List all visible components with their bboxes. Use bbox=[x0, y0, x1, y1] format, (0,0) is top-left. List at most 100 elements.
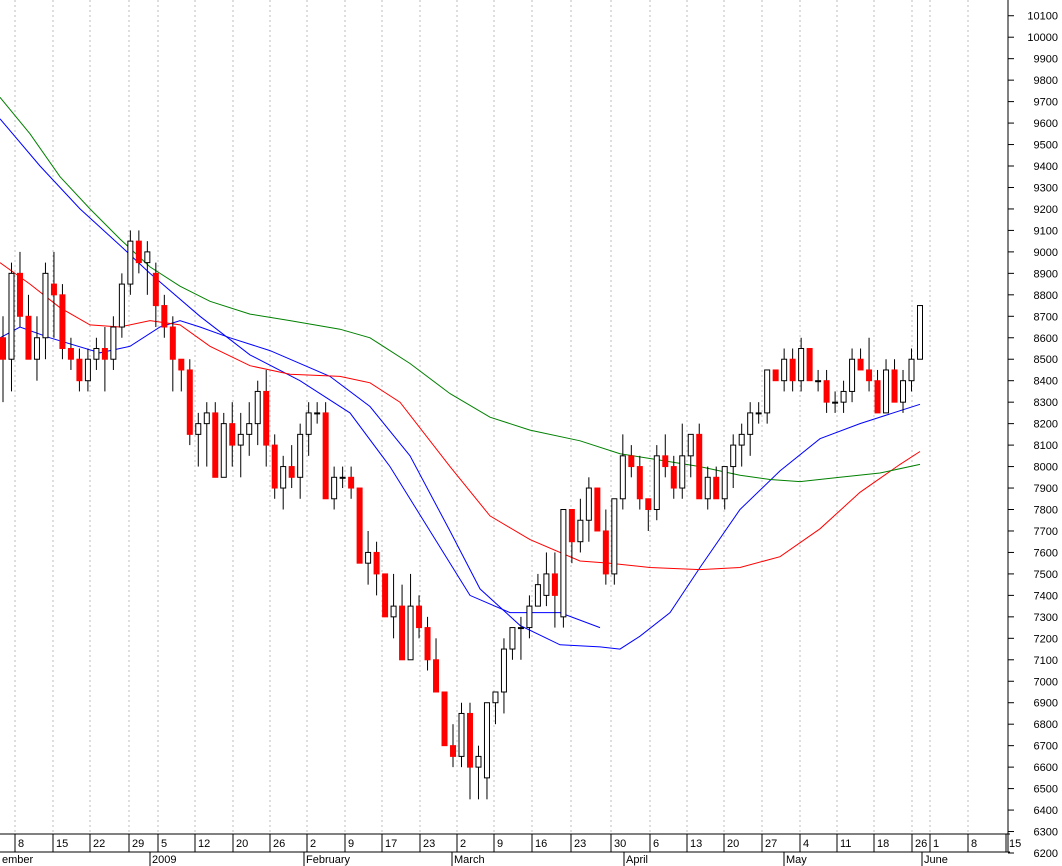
candle bbox=[178, 358, 185, 392]
candle-body-up bbox=[110, 326, 117, 360]
candle bbox=[696, 423, 703, 500]
candle-body-up bbox=[747, 412, 754, 435]
candle-body-down bbox=[772, 369, 779, 382]
candle-body-up bbox=[849, 358, 856, 392]
month-label: March bbox=[454, 854, 485, 866]
candle bbox=[653, 445, 660, 521]
candle bbox=[857, 348, 864, 371]
candle-body-down bbox=[161, 305, 168, 328]
candle bbox=[33, 316, 40, 381]
candle-body-up bbox=[653, 455, 660, 511]
candle-body-up bbox=[815, 380, 822, 383]
candle-body-down bbox=[874, 380, 881, 414]
candle-body-down bbox=[466, 712, 473, 768]
candle-body-up bbox=[93, 347, 100, 360]
candle-body-down bbox=[399, 605, 406, 661]
candle bbox=[883, 359, 890, 414]
candle bbox=[348, 466, 355, 499]
candle-body-up bbox=[297, 433, 304, 478]
candle-body-down bbox=[891, 369, 898, 403]
candle bbox=[271, 434, 278, 499]
candle-body-down bbox=[373, 551, 380, 575]
candle bbox=[645, 498, 652, 531]
candle-body-down bbox=[628, 455, 635, 468]
x-tick-label: 29 bbox=[132, 838, 144, 850]
candle-body-up bbox=[118, 283, 125, 328]
candle bbox=[772, 369, 779, 382]
candle-body-up bbox=[331, 476, 338, 500]
month-label: June bbox=[924, 854, 948, 866]
candle-body-up bbox=[407, 605, 414, 661]
candle bbox=[900, 369, 907, 413]
candle bbox=[602, 509, 609, 585]
candle-body-up bbox=[832, 401, 839, 404]
moving-average-line bbox=[0, 118, 601, 629]
moving-average-line bbox=[0, 96, 921, 483]
candle bbox=[441, 691, 448, 747]
candle-body-up bbox=[220, 423, 227, 478]
y-tick-label: 9200 bbox=[1034, 204, 1058, 216]
candle bbox=[8, 262, 15, 392]
y-tick-label: 7800 bbox=[1034, 505, 1058, 517]
x-tick-label: 23 bbox=[574, 838, 586, 850]
candle-body-down bbox=[101, 347, 108, 360]
candle-body-down bbox=[602, 530, 609, 575]
y-tick-label: 6400 bbox=[1034, 805, 1058, 817]
candle-body-down bbox=[857, 358, 864, 371]
candle-body-up bbox=[611, 498, 618, 575]
y-tick-label: 9600 bbox=[1034, 118, 1058, 130]
candle bbox=[373, 541, 380, 596]
y-tick-label: 6500 bbox=[1034, 784, 1058, 796]
candle-body-down bbox=[212, 412, 219, 478]
month-label: February bbox=[306, 854, 351, 866]
candle bbox=[568, 509, 575, 564]
y-tick-label: 10000 bbox=[1027, 32, 1058, 44]
candle-body-down bbox=[76, 358, 83, 382]
candle-body-down bbox=[433, 659, 440, 693]
x-tick-label: 30 bbox=[614, 838, 626, 850]
candle bbox=[280, 455, 287, 510]
candle bbox=[679, 423, 686, 499]
candle-body-down bbox=[594, 487, 601, 532]
candle bbox=[534, 573, 541, 607]
x-tick-label: 23 bbox=[423, 838, 435, 850]
x-tick-label: 9 bbox=[348, 838, 354, 850]
candle-body-up bbox=[738, 433, 745, 446]
x-tick-label: 15 bbox=[1009, 838, 1021, 850]
y-tick-label: 8200 bbox=[1034, 419, 1058, 431]
y-tick-label: 7700 bbox=[1034, 526, 1058, 538]
candle bbox=[339, 466, 346, 489]
candle-body-up bbox=[314, 412, 321, 415]
candle bbox=[806, 347, 813, 382]
candle-body-up bbox=[365, 551, 372, 564]
candle-body-down bbox=[59, 294, 66, 349]
candle-body-up bbox=[144, 251, 151, 264]
x-tick-label: 13 bbox=[690, 838, 702, 850]
candle bbox=[662, 434, 669, 478]
candle-body-down bbox=[416, 605, 423, 629]
x-tick-label: 8 bbox=[18, 838, 24, 850]
candle bbox=[798, 337, 805, 392]
candle bbox=[908, 348, 915, 392]
candle bbox=[297, 423, 304, 499]
candle bbox=[424, 616, 431, 671]
candle bbox=[237, 412, 244, 478]
candle-body-up bbox=[687, 433, 694, 457]
candle bbox=[585, 477, 592, 542]
y-tick-label: 8100 bbox=[1034, 440, 1058, 452]
candle-body-down bbox=[662, 455, 669, 468]
candle-body-down bbox=[229, 423, 236, 446]
x-tick-label: 11 bbox=[840, 838, 851, 850]
candle bbox=[110, 316, 117, 370]
candle bbox=[577, 498, 584, 553]
candle bbox=[246, 402, 253, 456]
candle-body-up bbox=[254, 390, 261, 425]
candle bbox=[628, 445, 635, 478]
candle bbox=[229, 402, 236, 467]
candle-body-up bbox=[8, 272, 15, 360]
x-tick-label: 16 bbox=[535, 838, 547, 850]
candle bbox=[314, 402, 321, 424]
candle bbox=[619, 434, 626, 510]
candle bbox=[331, 466, 338, 510]
candle bbox=[917, 305, 923, 360]
